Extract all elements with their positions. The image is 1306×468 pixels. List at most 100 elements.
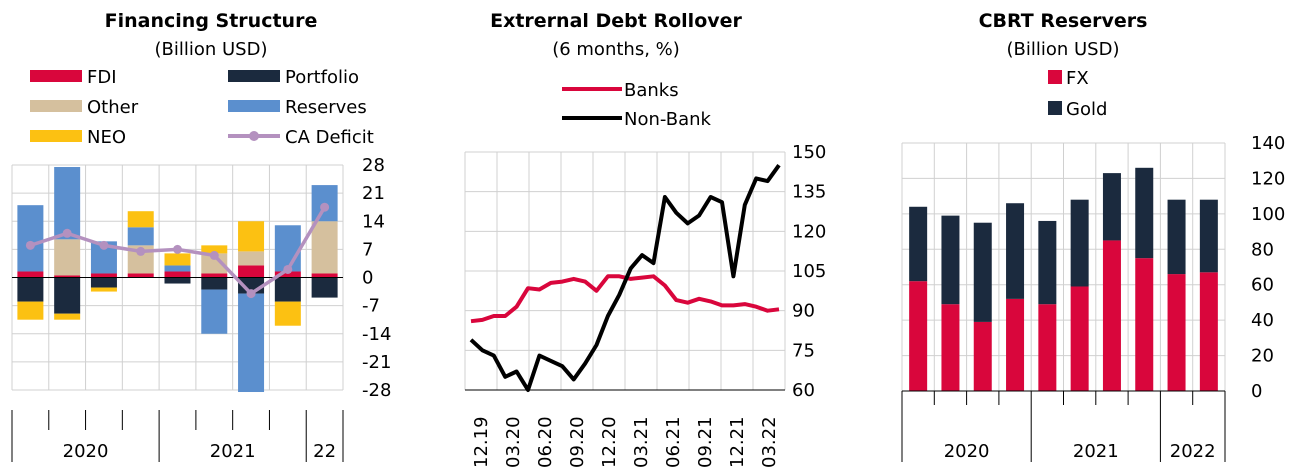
x-tick-label: 06.21 [663, 416, 684, 468]
fdi-bar [201, 273, 228, 278]
x-tick-label: 12.20 [599, 416, 620, 468]
fx-bar [973, 321, 992, 391]
chart-subtitle: (Billion USD) [154, 39, 267, 60]
legend-label: Reserves [285, 97, 367, 118]
legend-swatch [1048, 101, 1062, 115]
legend-label: FX [1066, 68, 1089, 89]
x-tick-label: 12.19 [471, 416, 492, 468]
x-group-label: 22 [313, 441, 336, 462]
reserves-bar [127, 227, 154, 246]
gold-bar [1135, 167, 1154, 259]
neo-bar [164, 253, 191, 266]
other-bar [201, 253, 228, 274]
y-tick-label: 120 [1251, 168, 1285, 189]
legend-label: Gold [1066, 99, 1107, 120]
ca-deficit-point [283, 264, 293, 274]
y-tick-label: -21 [362, 352, 391, 373]
legend-marker [249, 131, 259, 141]
y-tick-label: -7 [362, 296, 380, 317]
fx-bar [1070, 286, 1089, 391]
fx-bar [1038, 304, 1057, 391]
reserves-bar [238, 293, 265, 393]
y-tick-label: 105 [792, 261, 826, 282]
fx-bar [1006, 298, 1025, 391]
y-tick-label: 14 [362, 211, 385, 232]
neo-bar [90, 287, 117, 292]
chart-subtitle: (Billion USD) [1006, 39, 1119, 60]
legend-label: Portfolio [285, 67, 359, 88]
gold-bar [1006, 203, 1025, 299]
reserves-bar [164, 265, 191, 272]
gold-bar [941, 215, 960, 305]
fx-bar [1167, 274, 1186, 391]
ca-deficit-point [99, 240, 109, 250]
y-tick-label: 80 [1251, 239, 1274, 260]
x-group-label: 2021 [1073, 441, 1119, 462]
legend-label: NEO [87, 127, 126, 148]
nonbank-line [469, 164, 781, 392]
y-tick-label: 140 [1251, 133, 1285, 154]
fdi-bar [164, 271, 191, 278]
x-tick-label: 03.20 [503, 416, 524, 468]
y-tick-label: 20 [1251, 346, 1274, 367]
y-tick-label: 100 [1251, 204, 1285, 225]
portfolio-bar [274, 277, 301, 302]
fdi-bar [238, 265, 265, 278]
legend-swatch [228, 70, 280, 82]
x-tick-label: 12.21 [727, 416, 748, 468]
ca-deficit-point [25, 240, 35, 250]
x-group-label: 2021 [210, 441, 256, 462]
fx-bar [909, 281, 928, 391]
neo-bar [17, 301, 44, 320]
legend-swatch [1048, 70, 1062, 84]
financing-structure-chart: Financing Structure (Billion USD) 28 21 14… [11, 10, 391, 462]
neo-bar [238, 221, 265, 252]
x-group-label: 2022 [1170, 441, 1216, 462]
legend-swatch [30, 100, 82, 112]
gold-bar [1102, 173, 1121, 241]
fx-bar [1102, 240, 1121, 391]
other-bar [238, 251, 265, 266]
y-tick-label: 150 [792, 142, 826, 163]
neo-bar [274, 301, 301, 326]
portfolio-bar [164, 277, 191, 284]
legend-swatch [30, 130, 82, 142]
legend-label: Banks [624, 80, 679, 101]
other-bar [311, 221, 338, 274]
x-tick-label: 06.20 [535, 416, 556, 468]
fdi-bar [274, 271, 301, 278]
y-tick-label: 0 [362, 268, 373, 289]
legend-swatch [228, 100, 280, 112]
y-tick-label: 7 [362, 239, 373, 260]
gold-bar [1038, 220, 1057, 305]
portfolio-bar [90, 277, 117, 288]
chart-subtitle: (6 months, %) [552, 39, 680, 60]
reserves-bar [201, 289, 228, 334]
x-tick-label: 09.21 [695, 416, 716, 468]
y-tick-label: 75 [792, 340, 815, 361]
ca-deficit-point [209, 250, 219, 260]
fdi-bar [17, 271, 44, 278]
portfolio-bar [311, 277, 338, 298]
x-group-label: 2020 [63, 441, 109, 462]
y-tick-label: 120 [792, 221, 826, 242]
financing-structure-panel: Financing Structure (Billion USD) 28 21 14… [0, 0, 400, 468]
y-tick-label: 40 [1251, 310, 1274, 331]
gold-bar [1167, 199, 1186, 275]
cbrt-reserves-chart: CBRT Reservers (Billion USD) 140 120 100 80… [901, 10, 1285, 462]
other-bar [54, 239, 81, 276]
gold-bar [973, 222, 992, 322]
reserves-bar [17, 205, 44, 272]
cbrt-reserves-panel: CBRT Reservers (Billion USD) 140 120 100 80… [885, 0, 1306, 468]
x-group-label: 2020 [944, 441, 990, 462]
fdi-bar [311, 273, 338, 278]
x-tick-label: 03.21 [631, 416, 652, 468]
x-tick-label: 09.20 [567, 416, 588, 468]
y-tick-label: -14 [362, 324, 391, 345]
x-tick-label: 03.22 [759, 416, 780, 468]
debt-rollover-chart: Extrernal Debt Rollover (6 months, %) 15… [464, 10, 826, 468]
ca-deficit-point [136, 246, 146, 256]
fdi-bar [90, 273, 117, 278]
reserves-bar [274, 225, 301, 272]
chart-title: Extrernal Debt Rollover [490, 10, 742, 32]
